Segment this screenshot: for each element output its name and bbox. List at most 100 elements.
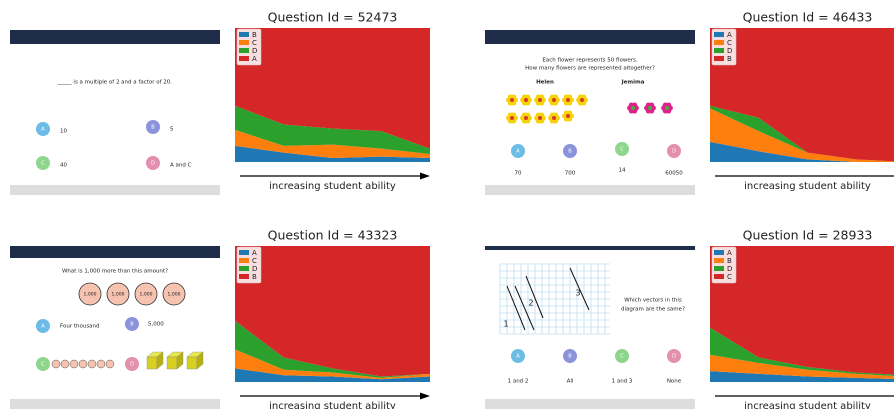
option-circle [125,317,139,331]
option-letter: D [672,149,676,155]
legend-swatch [239,258,249,263]
option-circle [36,319,50,333]
small-counter [96,359,106,369]
option-text: Four thousand [60,324,100,330]
counter-label: 1,000 [140,292,153,298]
option-circle [563,349,577,363]
legend-swatch [239,250,249,255]
question-image: Which vectors in this diagram are the sam… [485,246,695,409]
area [710,354,894,379]
flower-centre [648,106,652,110]
x-axis-label: increasing student ability [269,401,396,409]
option-text: 14 [619,168,626,174]
option-circle [563,144,577,158]
legend-label: B [727,55,732,63]
image-header [10,246,220,258]
option-text: 40 [60,163,67,169]
counter [78,282,102,306]
area [710,108,894,162]
area [710,28,894,162]
cube-side [176,351,184,370]
vector [525,275,544,319]
legend-swatch [714,250,724,255]
counter-label: 1,000 [112,292,125,298]
option-letter: A [516,149,520,155]
image-header [485,30,695,44]
chart-title: Question Id = 46433 [743,10,873,25]
small-counter [105,359,115,369]
legend-label: B [727,257,732,265]
question-text: What is 1,000 more than this amount? [62,269,168,275]
legend-swatch [239,48,249,53]
area [235,246,430,377]
legend-swatch [239,274,249,279]
option-circle [125,357,139,371]
option-circle [615,142,629,156]
cube-side [196,351,204,370]
question-text: How many flowers are represented altoget… [525,66,655,72]
legend-swatch [714,258,724,263]
flower-centre [566,98,570,102]
area [235,129,430,158]
cube-side [156,351,164,370]
area [235,105,430,154]
area [235,349,430,380]
option-text: A and C [170,163,192,169]
flower-centre [510,116,514,120]
area [710,141,894,162]
option-text: 1 and 3 [612,379,633,385]
area [710,371,894,382]
option-text: 5 [170,127,174,133]
option-letter: A [41,127,45,133]
question-image: _____ is a multiple of 2 and a factor of… [10,30,220,195]
option-letter: B [568,149,572,155]
area [710,246,894,375]
option-letter: D [672,354,676,360]
cube-front [186,356,198,370]
small-counter [51,359,61,369]
option-letter: C [41,362,45,368]
flower-centre [538,116,542,120]
option-letter: C [620,354,624,360]
legend-swatch [714,274,724,279]
person-name: Helen [536,80,554,86]
chart-title: Question Id = 52473 [268,10,398,25]
question-text: _____ is a multiple of 2 and a factor of… [57,80,172,86]
x-axis-label: increasing student ability [744,401,871,409]
legend-label: A [727,249,732,257]
option-letter: B [151,125,155,131]
legend-label: A [252,55,257,63]
option-letter: A [41,324,45,330]
option-letter: D [151,161,155,167]
area [710,105,894,162]
legend-swatch [239,40,249,45]
image-footer [485,399,695,409]
flower-centre [524,116,528,120]
question-text: Which vectors in this [624,298,682,304]
x-axis-label: increasing student ability [269,181,396,192]
flower-centre [631,106,635,110]
option-letter: B [130,322,134,328]
option-circle [146,120,160,134]
cube-front [166,356,178,370]
image-footer [10,185,220,195]
image-header [485,246,695,250]
option-circle [511,144,525,158]
legend-label: A [252,249,257,257]
legend-label: C [727,273,732,281]
arrow-head [420,172,430,180]
legend-label: D [727,47,732,55]
option-circle [615,349,629,363]
legend-label: B [252,273,257,281]
small-counter [60,359,70,369]
option-circle [36,122,50,136]
option-text: 5,000 [148,322,164,328]
legend-label: B [252,31,257,39]
flower-centre [552,116,556,120]
legend-swatch [239,266,249,271]
legend-swatch [239,32,249,37]
legend-label: C [252,257,257,265]
